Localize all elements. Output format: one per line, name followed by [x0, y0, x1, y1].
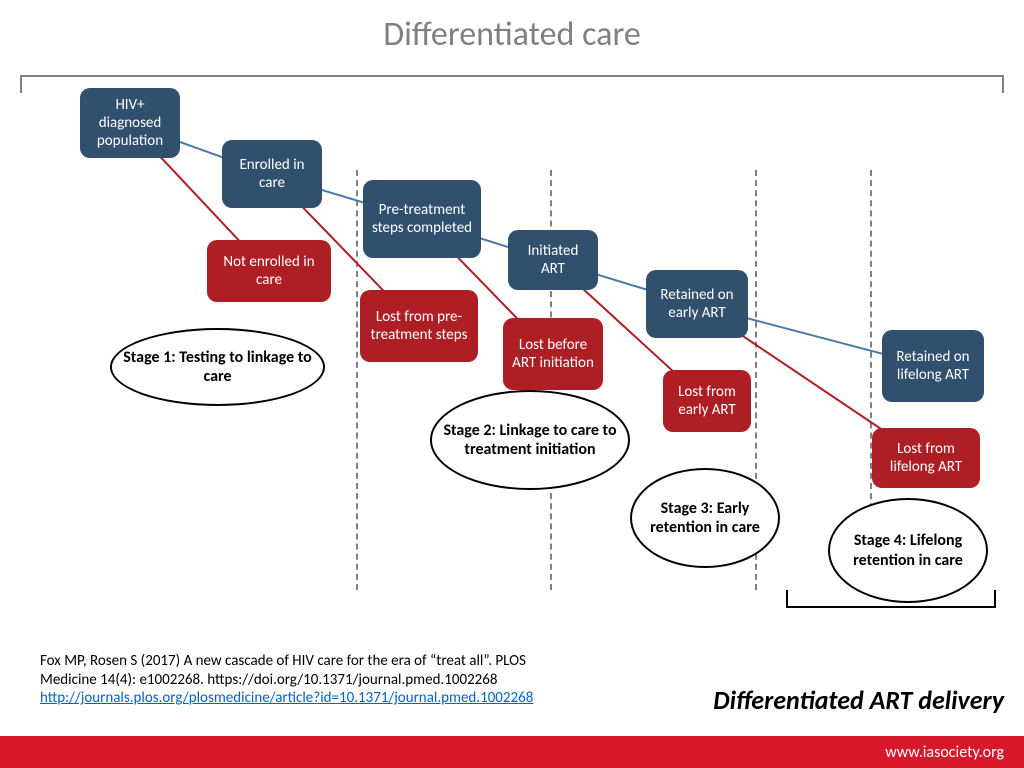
cascade-box-b11: Lost from lifelong ART — [872, 428, 980, 488]
citation-line-2: Medicine 14(4): e1002268. https://doi.or… — [40, 671, 498, 689]
art-delivery-label: Differentiated ART delivery — [713, 684, 1004, 716]
footer-url: www.iasociety.org — [885, 743, 1004, 762]
stage-ellipse-s4: Stage 4: Lifelong retention in care — [828, 498, 988, 603]
citation-line-1: Fox MP, Rosen S (2017) A new cascade of … — [40, 652, 526, 670]
citation-block: Fox MP, Rosen S (2017) A new cascade of … — [40, 652, 660, 708]
cascade-box-b6: Initiated ART — [508, 230, 598, 290]
cascade-box-b4: Pre-treatment steps completed — [363, 180, 481, 258]
stage-ellipse-s1: Stage 1: Testing to linkage to care — [110, 328, 325, 406]
page-title: Differentiated care — [0, 14, 1024, 55]
stage-ellipse-s2: Stage 2: Linkage to care to treatment in… — [430, 390, 630, 490]
cascade-box-b10: Retained on lifelong ART — [882, 330, 984, 402]
cascade-box-b8: Retained on early ART — [646, 270, 748, 338]
cascade-box-b7: Lost before ART initiation — [503, 318, 603, 390]
bottom-bracket — [786, 590, 996, 608]
cascade-diagram: HIV+ diagnosed population Enrolled in car… — [0, 70, 1024, 630]
cascade-box-b9: Lost from early ART — [663, 370, 751, 432]
cascade-box-b1: HIV+ diagnosed population — [80, 88, 180, 158]
citation-link[interactable]: http://journals.plos.org/plosmedicine/ar… — [40, 689, 533, 707]
cascade-box-b3: Not enrolled in care — [207, 240, 331, 302]
footer-bar: www.iasociety.org — [0, 736, 1024, 768]
stage-ellipse-s3: Stage 3: Early retention in care — [630, 468, 780, 568]
cascade-box-b5: Lost from pre-treatment steps — [360, 290, 478, 362]
stage-divider-1 — [356, 170, 358, 590]
cascade-box-b2: Enrolled in care — [222, 140, 322, 208]
